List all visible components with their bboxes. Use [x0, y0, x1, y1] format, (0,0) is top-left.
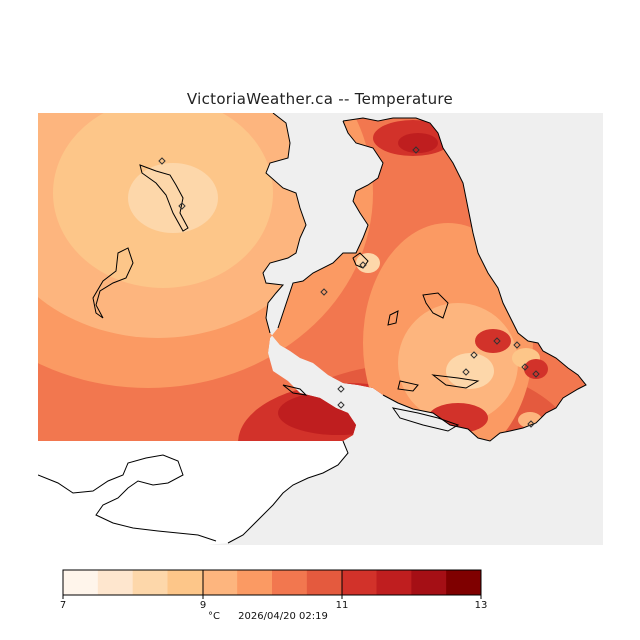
legend-swatch: [272, 570, 308, 595]
station-marker[interactable]: [513, 341, 521, 349]
station-marker[interactable]: [320, 288, 328, 296]
legend-swatch: [63, 570, 99, 595]
station-marker[interactable]: [470, 351, 478, 359]
station-marker[interactable]: [532, 370, 540, 378]
legend-bars: [63, 570, 482, 595]
station-marker[interactable]: [412, 146, 420, 154]
legend-swatch: [202, 570, 238, 595]
station-marker[interactable]: [158, 157, 166, 165]
legend-tick-label: 11: [336, 600, 349, 611]
color-legend: 7 9 11 13 °C 2026/04/20 02:19: [60, 569, 488, 622]
station-marker[interactable]: [337, 401, 345, 409]
coastlines: [38, 113, 587, 544]
legend-unit: °C: [208, 611, 220, 622]
legend-tick-label: 7: [60, 600, 66, 611]
station-marker[interactable]: [178, 202, 186, 210]
station-marker[interactable]: [521, 363, 529, 371]
map-title: VictoriaWeather.ca -- Temperature: [186, 90, 454, 108]
legend-frame: [62, 569, 482, 596]
station-markers: [158, 146, 540, 428]
legend-swatch: [446, 570, 482, 595]
station-marker[interactable]: [493, 337, 501, 345]
us-land: [38, 441, 348, 545]
legend-swatch: [237, 570, 273, 595]
station-marker[interactable]: [462, 368, 470, 376]
temperature-map: [38, 113, 603, 545]
legend-swatch: [132, 570, 168, 595]
legend-swatch: [306, 570, 343, 595]
legend-swatch: [97, 570, 134, 595]
station-marker[interactable]: [527, 420, 535, 428]
legend-tick-label: 13: [475, 600, 488, 611]
legend-swatch: [167, 570, 203, 595]
legend-swatch: [376, 570, 412, 595]
station-marker[interactable]: [337, 385, 345, 393]
station-marker[interactable]: [359, 261, 367, 269]
legend-timestamp: 2026/04/20 02:19: [238, 611, 328, 622]
legend-tick-label: 9: [200, 600, 206, 611]
legend-swatch: [341, 570, 377, 595]
legend-swatch: [411, 570, 447, 595]
